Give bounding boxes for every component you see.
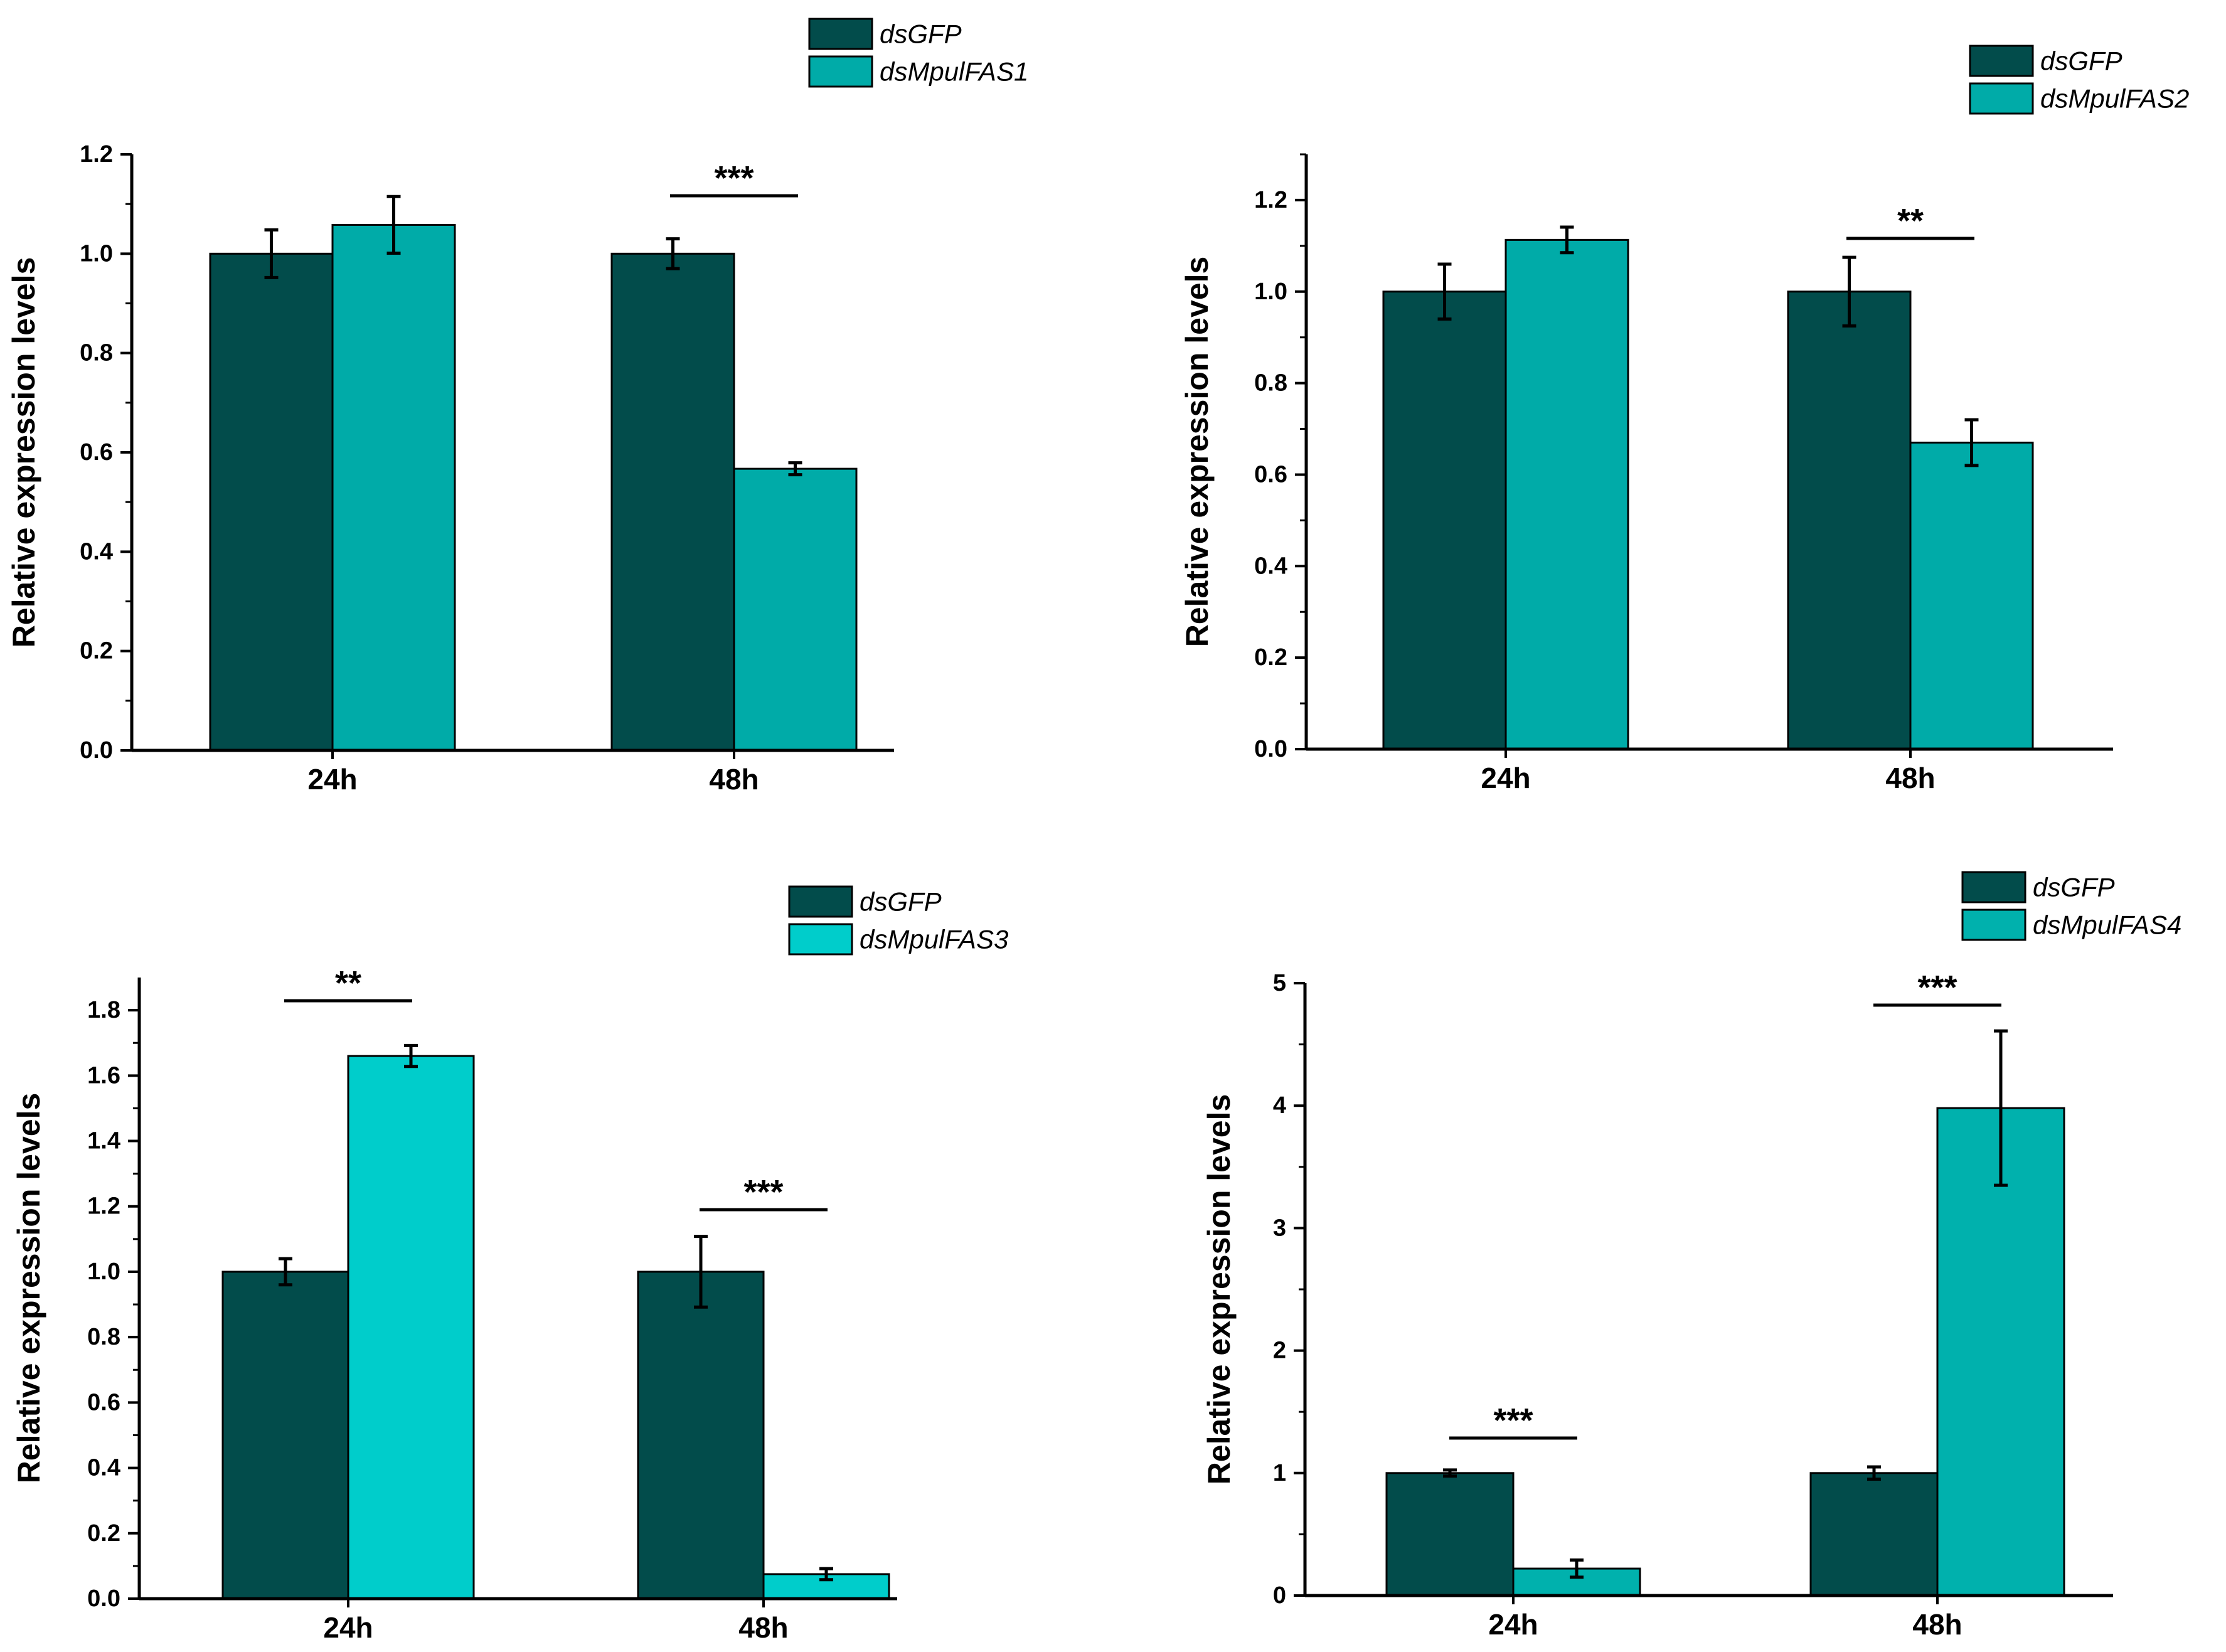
legend-label: dsGFP (2040, 46, 2122, 76)
y-axis-label: Relative expression levels (6, 257, 41, 648)
y-axis-label: Relative expression levels (1201, 1094, 1237, 1485)
legend-swatch (1969, 45, 2034, 77)
legend-label: dsMpulFAS3 (860, 925, 1008, 954)
y-tick-label: 1.0 (80, 240, 113, 267)
y-tick-label: 1.6 (87, 1062, 120, 1089)
y-tick-label: 1.0 (87, 1259, 120, 1285)
bar (1809, 1472, 1939, 1597)
legend-swatch (1969, 82, 2034, 115)
y-tick-label: 2 (1273, 1338, 1286, 1364)
y-tick-label: 4 (1273, 1092, 1286, 1119)
y-tick-label: 0.4 (87, 1455, 120, 1481)
bar (347, 1055, 475, 1600)
y-axis-label: Relative expression levels (11, 1093, 46, 1484)
y-tick-label: 0.6 (87, 1389, 120, 1415)
x-tick-label: 24h (307, 763, 357, 796)
x-tick-label: 48h (738, 1611, 788, 1644)
x-tick-label: 24h (1481, 762, 1530, 794)
legend-swatch (808, 18, 873, 50)
bar (221, 1271, 349, 1600)
y-tick-label: 0.6 (1254, 461, 1287, 488)
y-tick-label: 0.8 (87, 1324, 120, 1350)
y-tick-label: 0.4 (80, 538, 113, 565)
legend-label: dsGFP (2033, 873, 2115, 902)
y-tick-label: 0.8 (1254, 370, 1287, 397)
legend-label: dsMpulFAS1 (880, 57, 1028, 87)
legend-swatch (788, 885, 853, 918)
x-tick-label: 48h (1912, 1608, 1962, 1641)
significance-label: *** (743, 1173, 783, 1211)
significance-label: *** (714, 159, 754, 197)
y-tick-label: 1.4 (87, 1128, 120, 1154)
significance-label: ** (1897, 202, 1924, 240)
significance-label: *** (1493, 1402, 1533, 1439)
y-tick-label: 0.6 (80, 439, 113, 466)
x-tick-label: 24h (323, 1611, 373, 1644)
legend-label: dsGFP (860, 887, 942, 917)
y-tick-label: 0.8 (80, 340, 113, 366)
y-tick-label: 3 (1273, 1215, 1286, 1241)
chart-panel-top-right: dsGFP dsMpulFAS2 24h 48h ** 0.0 0.2 0.4 0.6 0.8 1.… (1180, 45, 2189, 794)
y-tick-label: 1.2 (80, 141, 113, 168)
bar (1909, 441, 2034, 750)
chart-panel-top-left: dsGFP dsMpulFAS1 24h 48h *** 0.0 0.2 0.4 0.6 0.8 1… (6, 18, 1028, 796)
y-tick-label: 1.2 (87, 1193, 120, 1220)
y-tick-label: 0.4 (1254, 553, 1287, 579)
significance-label: ** (335, 964, 361, 1002)
legend-swatch (1961, 871, 2026, 903)
y-tick-label: 1.0 (1254, 279, 1287, 305)
x-tick-label: 48h (1885, 762, 1935, 794)
bar (1936, 1107, 2065, 1597)
legend-label: dsMpulFAS4 (2033, 910, 2181, 940)
bar (331, 223, 456, 752)
x-tick-label: 48h (709, 763, 759, 796)
y-tick-label: 0.0 (80, 737, 113, 764)
bar (1787, 290, 1912, 750)
y-tick-label: 0.2 (80, 638, 113, 664)
legend-swatch (788, 923, 853, 956)
bar (637, 1271, 765, 1600)
y-tick-label: 0.2 (87, 1520, 120, 1547)
bar (209, 252, 334, 752)
legend-swatch (808, 55, 873, 88)
y-tick-label: 1 (1273, 1460, 1286, 1486)
y-tick-label: 0.0 (1254, 736, 1287, 762)
bar (1385, 1472, 1515, 1597)
y-tick-label: 5 (1273, 970, 1286, 996)
chart-panel-bottom-right: dsGFP dsMpulFAS4 24h 48h *** *** 0 1 2 3 4 5 Relativ… (1201, 871, 2181, 1641)
y-tick-label: 0.2 (1254, 644, 1287, 671)
legend-swatch (1961, 909, 2026, 941)
y-tick-label: 0.0 (87, 1585, 120, 1612)
y-tick-label: 0 (1273, 1582, 1286, 1609)
legend-label: dsMpulFAS2 (2040, 84, 2189, 114)
y-axis-label: Relative expression levels (1180, 257, 1215, 647)
y-tick-label: 1.8 (87, 997, 120, 1023)
bar (733, 467, 858, 752)
legend-label: dsGFP (880, 19, 962, 49)
bar (610, 252, 735, 752)
significance-label: *** (1917, 969, 1957, 1006)
y-tick-label: 1.2 (1254, 187, 1287, 213)
x-tick-label: 24h (1488, 1608, 1538, 1641)
bar (1504, 238, 1629, 750)
bar (1382, 290, 1507, 750)
